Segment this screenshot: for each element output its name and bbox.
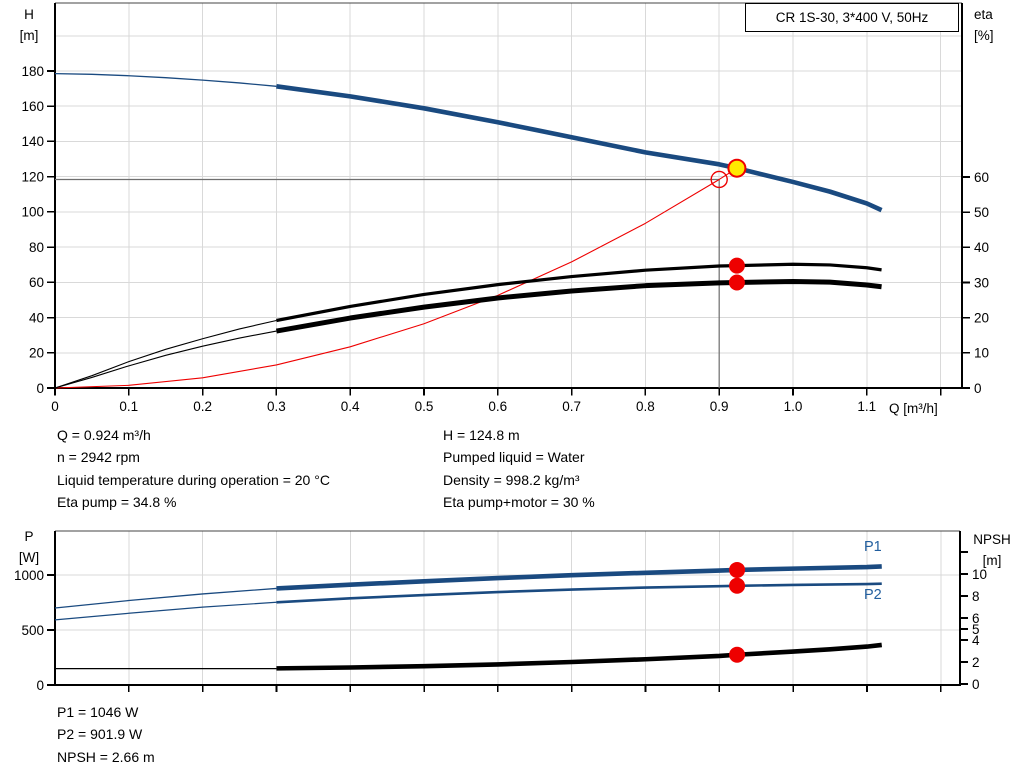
- q-axis-unit-label: Q [m³/h]: [889, 401, 938, 416]
- h-axis-label: H [m]: [19, 7, 39, 43]
- right-tick-label: 30: [974, 275, 989, 290]
- h-q-curve-thin: [54, 72, 277, 87]
- right-tick-label: 10: [974, 346, 989, 361]
- right-tick-label: 50: [974, 205, 989, 220]
- left-tick-label: 160: [21, 99, 44, 114]
- left-tick-label: 0: [36, 381, 44, 396]
- npsh-point: [729, 646, 746, 663]
- x-tick-label: 0.8: [636, 399, 655, 414]
- left-tick-label: 500: [21, 623, 44, 638]
- right-tick-label: 8: [972, 589, 980, 604]
- npsh-axis-label: NPSH [m]: [973, 532, 1011, 568]
- right-tick-label: 2: [972, 655, 980, 670]
- pump-title-box: CR 1S-30, 3*400 V, 50Hz: [745, 3, 959, 32]
- x-tick-label: 1.1: [857, 399, 876, 414]
- p1-point: [729, 561, 746, 578]
- info-line: H = 124.8 m: [443, 427, 520, 443]
- p1-curve-label: P1: [864, 539, 882, 555]
- right-tick-label: 10: [972, 567, 987, 582]
- eta-pump-motor-curve: [275, 278, 882, 334]
- p2-curve-thin: [54, 601, 277, 621]
- eta-axis-label: eta [%]: [974, 7, 994, 43]
- left-tick-label: 80: [29, 240, 44, 255]
- p1-curve: [276, 564, 882, 591]
- eta-pump-curve-thin: [54, 319, 277, 389]
- left-tick-label: 180: [21, 64, 44, 79]
- right-tick-label: 6: [972, 611, 980, 626]
- info-line: Q = 0.924 m³/h: [57, 427, 151, 443]
- x-tick-label: 0.2: [193, 399, 212, 414]
- duty-point-marker: [710, 170, 728, 189]
- h-q-curve: [276, 84, 883, 213]
- p2-curve-label: P2: [864, 587, 882, 603]
- info-line: Liquid temperature during operation = 20…: [57, 471, 330, 488]
- right-tick-label: 0: [974, 381, 982, 396]
- x-tick-label: 1.0: [784, 399, 803, 414]
- info-line: Eta pump+motor = 30 %: [443, 494, 595, 511]
- left-tick-label: 120: [21, 169, 44, 184]
- info-line: P1 = 1046 W: [57, 704, 139, 720]
- power-npsh-data: P1 = 1046 W P2 = 901.9 W NPSH = 2.66 m: [57, 701, 155, 768]
- x-tick-label: 0.4: [341, 399, 360, 414]
- p1-curve-thin: [54, 587, 277, 609]
- info-line: Pumped liquid = Water: [443, 449, 585, 466]
- left-tick-label: 1000: [14, 568, 44, 583]
- info-line: NPSH = 2.66 m: [57, 748, 155, 765]
- info-line: P2 = 901.9 W: [57, 726, 143, 743]
- x-tick-label: 0.6: [488, 399, 507, 414]
- right-tick-label: 4: [972, 633, 980, 648]
- system-curve: [54, 167, 738, 389]
- x-tick-label: 0: [51, 399, 59, 414]
- right-tick-label: 0: [972, 677, 980, 692]
- info-line: n = 2942 rpm: [57, 449, 140, 466]
- left-tick-label: 140: [21, 134, 44, 149]
- eta-pump-point: [728, 257, 745, 274]
- npsh-curve: [276, 642, 883, 671]
- eta-pump-motor-point: [728, 274, 745, 291]
- eta-pump-curve: [276, 262, 882, 323]
- x-tick-label: 0.3: [267, 399, 286, 414]
- operating-data-right: H = 124.8 m Pumped liquid = Water Densit…: [443, 424, 595, 514]
- right-tick-label: 60: [974, 170, 989, 185]
- left-tick-label: 20: [29, 346, 44, 361]
- operating-data-left: Q = 0.924 m³/h n = 2942 rpm Liquid tempe…: [57, 424, 330, 514]
- p2-curve: [276, 582, 882, 604]
- operating-point-marker: [727, 158, 747, 178]
- left-tick-label: 100: [21, 205, 44, 220]
- x-tick-label: 0.5: [415, 399, 434, 414]
- info-line: Eta pump = 34.8 %: [57, 494, 177, 511]
- right-tick-label: 40: [974, 240, 989, 255]
- right-tick-label: 20: [974, 310, 989, 325]
- x-tick-label: 0.7: [562, 399, 581, 414]
- right-tick-label: 5: [972, 622, 980, 637]
- x-tick-label: 0.9: [710, 399, 729, 414]
- left-tick-label: 60: [29, 275, 44, 290]
- x-tick-label: 0.1: [119, 399, 138, 414]
- left-tick-label: 40: [29, 310, 44, 325]
- p2-point: [729, 577, 746, 594]
- left-tick-label: 0: [36, 678, 44, 693]
- p-axis-label: P [W]: [18, 529, 40, 565]
- info-line: Density = 998.2 kg/m³: [443, 471, 580, 488]
- eta-pump-motor-curve-thin: [54, 330, 277, 389]
